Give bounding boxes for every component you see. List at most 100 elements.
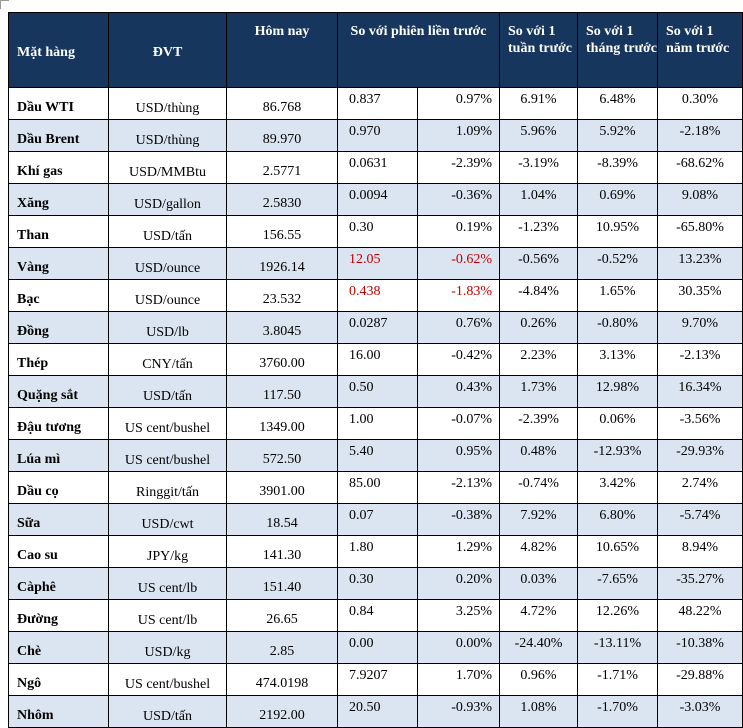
unit-cell: US cent/lb — [108, 567, 227, 600]
change-month: 6.80% — [577, 503, 659, 536]
change-session-pct: 3.25% — [416, 599, 501, 632]
commodity-name: Xăng — [8, 183, 109, 216]
change-week: 2.23% — [499, 343, 579, 376]
commodity-name: Thép — [8, 343, 109, 376]
change-session-pct: 1.09% — [416, 119, 501, 152]
change-session-abs: 1.00 — [337, 407, 418, 440]
change-session-pct: 0.19% — [416, 215, 501, 248]
change-session-abs: 0.438 — [337, 279, 418, 312]
change-month: -0.52% — [577, 247, 659, 280]
header-so-voi-thang: So với 1 tháng trước — [577, 12, 659, 88]
change-session-pct: 0.00% — [416, 631, 501, 664]
change-session-pct: -2.13% — [416, 471, 501, 504]
commodity-price-table-container: Mặt hàng ĐVT Hôm nay So với phiên liền t… — [8, 12, 743, 728]
change-month: -13.11% — [577, 631, 659, 664]
change-session-abs: 7.9207 — [337, 663, 418, 696]
unit-cell: USD/MMBtu — [108, 151, 227, 184]
table-row: Dầu cọ Ringgit/tấn 3901.00 85.00 -2.13% -0.74… — [8, 471, 743, 504]
header-dvt: ĐVT — [108, 12, 227, 88]
change-session-abs: 0.0094 — [337, 183, 418, 216]
change-week: 1.04% — [499, 183, 579, 216]
header-row: Mặt hàng ĐVT Hôm nay So với phiên liền t… — [8, 12, 743, 88]
table-row: Cao su JPY/kg 141.30 1.80 1.29% 4.82% 10.65% 8.… — [8, 535, 743, 568]
table-row: Sữa USD/cwt 18.54 0.07 -0.38% 7.92% 6.80% -5.74… — [8, 503, 743, 536]
commodity-name: Ngô — [8, 663, 109, 696]
change-month: 5.92% — [577, 119, 659, 152]
today-price: 474.0198 — [226, 663, 338, 696]
commodity-name: Sữa — [8, 503, 109, 536]
change-session-abs: 0.30 — [337, 567, 418, 600]
change-week: -3.19% — [499, 151, 579, 184]
today-price: 117.50 — [226, 375, 338, 408]
unit-cell: USD/kg — [108, 631, 227, 664]
change-session-pct: 0.76% — [416, 311, 501, 344]
unit-cell: USD/ounce — [108, 247, 227, 280]
commodity-name: Càphê — [8, 567, 109, 600]
change-week: -0.74% — [499, 471, 579, 504]
change-month: -0.80% — [577, 311, 659, 344]
change-year: -29.88% — [657, 663, 743, 696]
change-week: -24.40% — [499, 631, 579, 664]
today-price: 18.54 — [226, 503, 338, 536]
change-year: -3.56% — [657, 407, 743, 440]
unit-cell: US cent/lb — [108, 599, 227, 632]
change-session-pct: 0.95% — [416, 439, 501, 472]
header-mat-hang: Mặt hàng — [8, 12, 109, 88]
change-year: 30.35% — [657, 279, 743, 312]
change-session-abs: 12.05 — [337, 247, 418, 280]
change-session-abs: 0.84 — [337, 599, 418, 632]
change-week: 4.72% — [499, 599, 579, 632]
change-week: 4.82% — [499, 535, 579, 568]
commodity-name: Đường — [8, 599, 109, 632]
table-row: Ngô US cent/bushel 474.0198 7.9207 1.70% 0.96… — [8, 663, 743, 696]
today-price: 3760.00 — [226, 343, 338, 376]
table-row: Vàng USD/ounce 1926.14 12.05 -0.62% -0.56% -0.… — [8, 247, 743, 280]
change-week: -0.56% — [499, 247, 579, 280]
table-row: Đồng USD/lb 3.8045 0.0287 0.76% 0.26% -0.80% 9.… — [8, 311, 743, 344]
table-row: Càphê US cent/lb 151.40 0.30 0.20% 0.03% -7.65… — [8, 567, 743, 600]
change-session-abs: 16.00 — [337, 343, 418, 376]
today-price: 151.40 — [226, 567, 338, 600]
header-so-voi-tuan: So với 1 tuần trước — [499, 12, 579, 88]
commodity-name: Quặng sắt — [8, 375, 109, 408]
table-row: Than USD/tấn 156.55 0.30 0.19% -1.23% 10.95% -6… — [8, 215, 743, 248]
change-session-abs: 0.0631 — [337, 151, 418, 184]
change-month: 6.48% — [577, 87, 659, 120]
change-session-abs: 0.970 — [337, 119, 418, 152]
unit-cell: US cent/bushel — [108, 663, 227, 696]
header-so-voi-phien: So với phiên liền trước — [336, 12, 501, 88]
unit-cell: USD/thùng — [108, 87, 227, 120]
change-year: -29.93% — [657, 439, 743, 472]
table-row: Dầu Brent USD/thùng 89.970 0.970 1.09% 5.96% 5… — [8, 119, 743, 152]
change-month: -7.65% — [577, 567, 659, 600]
change-month: 10.95% — [577, 215, 659, 248]
today-price: 572.50 — [226, 439, 338, 472]
header-so-voi-nam: So với 1 năm trước — [657, 12, 743, 88]
today-price: 89.970 — [226, 119, 338, 152]
change-session-pct: 0.43% — [416, 375, 501, 408]
commodity-name: Dầu cọ — [8, 471, 109, 504]
change-week: -4.84% — [499, 279, 579, 312]
change-week: -1.23% — [499, 215, 579, 248]
unit-cell: USD/lb — [108, 311, 227, 344]
commodity-name: Khí gas — [8, 151, 109, 184]
change-month: 12.26% — [577, 599, 659, 632]
today-price: 3.8045 — [226, 311, 338, 344]
change-year: -65.80% — [657, 215, 743, 248]
commodity-name: Than — [8, 215, 109, 248]
change-week: 7.92% — [499, 503, 579, 536]
today-price: 2.5830 — [226, 183, 338, 216]
change-session-pct: -0.62% — [416, 247, 501, 280]
change-week: -2.39% — [499, 407, 579, 440]
table-row: Đậu tương US cent/bushel 1349.00 1.00 -0.07%… — [8, 407, 743, 440]
change-week: 5.96% — [499, 119, 579, 152]
change-week: 0.96% — [499, 663, 579, 696]
today-price: 86.768 — [226, 87, 338, 120]
today-price: 2.85 — [226, 631, 338, 664]
change-month: -12.93% — [577, 439, 659, 472]
commodity-name: Vàng — [8, 247, 109, 280]
change-month: 3.13% — [577, 343, 659, 376]
unit-cell: Ringgit/tấn — [108, 471, 227, 504]
table-row: Đường US cent/lb 26.65 0.84 3.25% 4.72% 12.26%… — [8, 599, 743, 632]
change-month: -8.39% — [577, 151, 659, 184]
